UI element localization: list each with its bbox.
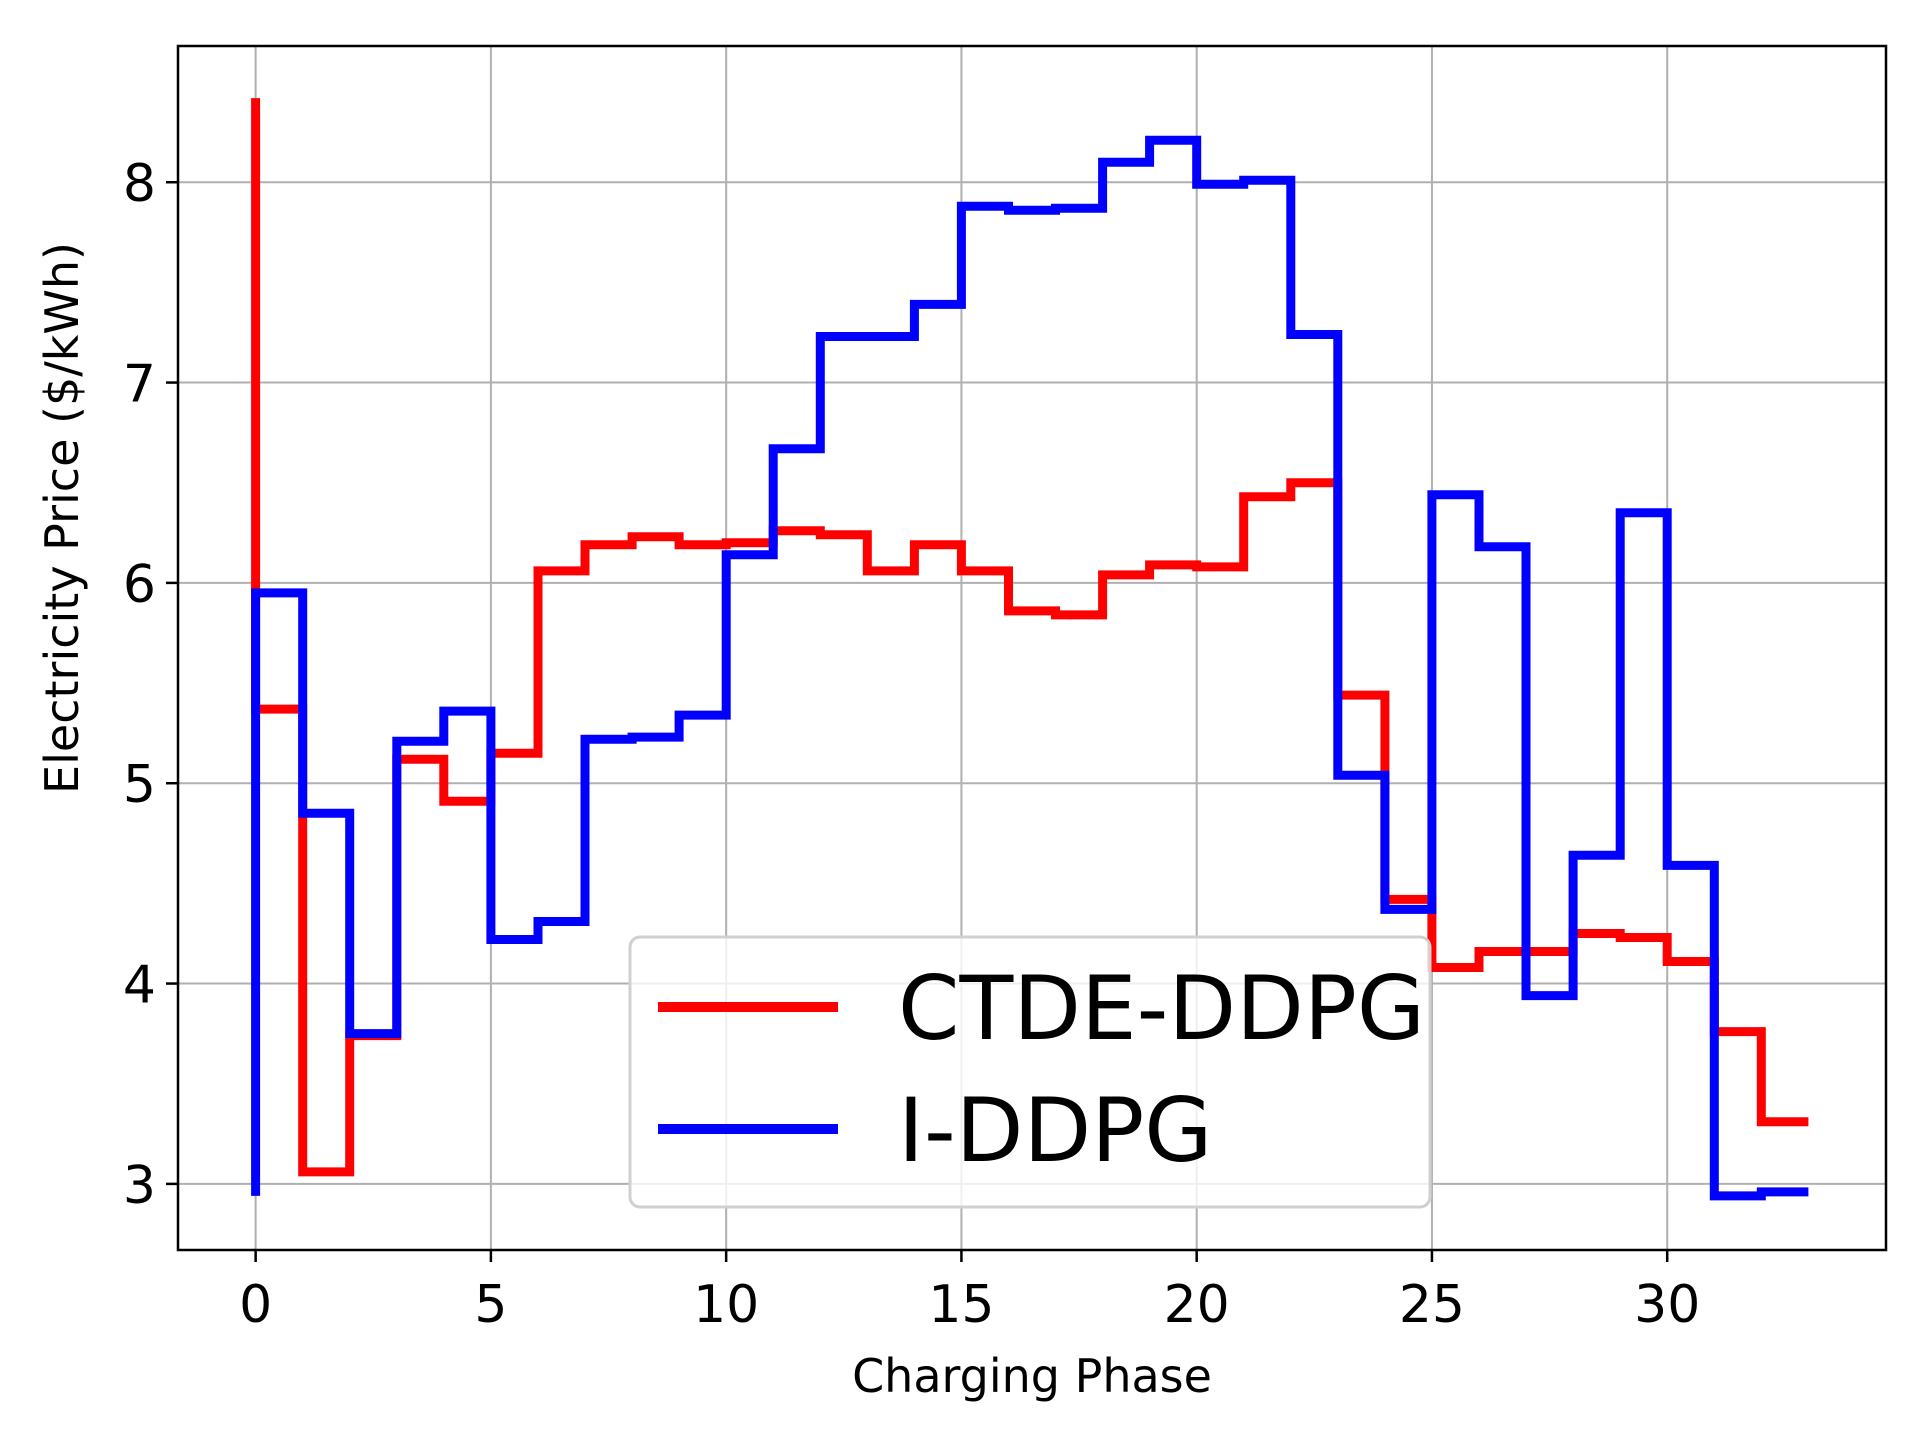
- x-tick-label: 10: [693, 1275, 759, 1335]
- legend-label-ctde-ddpg: CTDE-DDPG: [898, 957, 1425, 1060]
- y-tick-label: 5: [123, 755, 156, 815]
- y-tick-label: 6: [123, 555, 156, 615]
- y-tick-label: 7: [123, 355, 156, 415]
- plot-frame: [176, 44, 1888, 1252]
- y-tick-label: 8: [123, 154, 156, 214]
- x-tick-label: 25: [1399, 1275, 1465, 1335]
- y-axis-label: Electricity Price ($/kWh): [35, 242, 89, 794]
- y-tick-label: 4: [123, 956, 156, 1016]
- x-axis-label: Charging Phase: [852, 1349, 1212, 1403]
- tick-labels: 0 5 10 15 20 25 30 3 4 5 6 7 8: [123, 154, 1700, 1335]
- x-tick-label: 30: [1634, 1275, 1700, 1335]
- y-tick-label: 3: [123, 1156, 156, 1216]
- x-tick-label: 0: [239, 1275, 272, 1335]
- series-layer: [251, 98, 1809, 1201]
- legend: CTDE-DDPG I-DDPG: [628, 935, 1432, 1209]
- x-tick-label: 5: [474, 1275, 507, 1335]
- x-tick-label: 15: [928, 1275, 994, 1335]
- x-tick-label: 20: [1164, 1275, 1230, 1335]
- axis-ticks: [166, 180, 1669, 1262]
- series-i-ddpg: [251, 135, 1809, 1201]
- legend-label-i-ddpg: I-DDPG: [898, 1079, 1213, 1182]
